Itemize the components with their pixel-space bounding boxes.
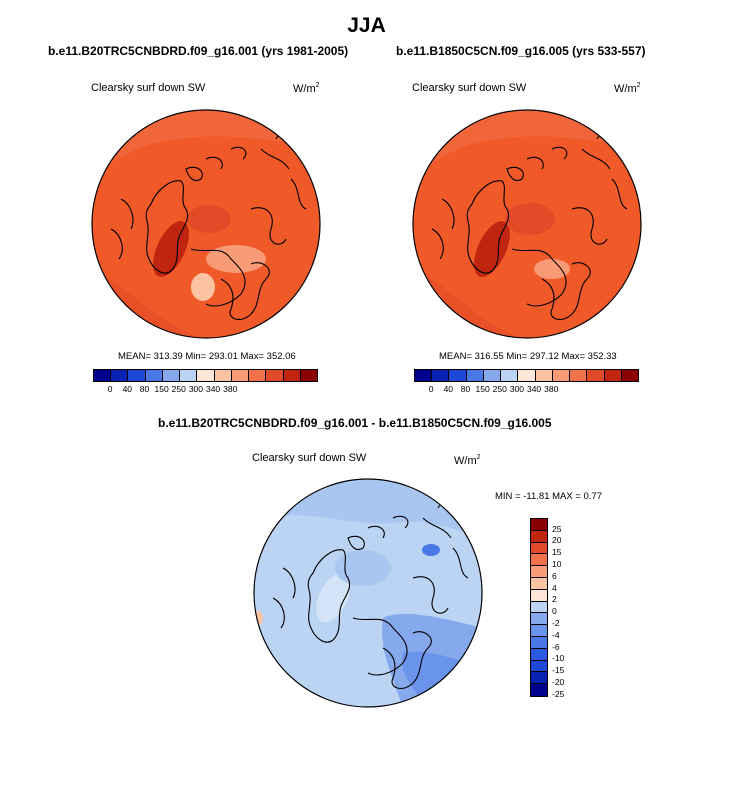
colorbar-swatch (531, 636, 547, 649)
colorbar-tick-label: 80 (460, 384, 471, 394)
colorbar-tick-label: 0 (428, 384, 434, 394)
colorbar-tick-label: 300 (509, 384, 525, 394)
colorbar-swatch (604, 370, 622, 381)
panel2-variable-name: Clearsky surf down SW (412, 82, 527, 94)
colorbar-swatch (180, 370, 198, 381)
panel1-subtitle: b.e11.B20TRC5CNBDRD.f09_g16.001 (yrs 198… (48, 44, 349, 58)
diff-variable-name: Clearsky surf down SW (252, 452, 367, 464)
colorbar-swatch (518, 370, 536, 381)
colorbar-swatch (501, 370, 519, 381)
colorbar-swatch (145, 370, 163, 381)
colorbar-tick-label: 40 (122, 384, 133, 394)
colorbar-swatch (531, 625, 547, 637)
colorbar-swatch (531, 577, 547, 590)
colorbar-swatch (531, 519, 547, 531)
panel1-variable-name: Clearsky surf down SW (91, 82, 206, 94)
diff-stats: MIN = -11.81 MAX = 0.77 (495, 491, 603, 502)
panel1-polar-map (91, 109, 321, 339)
colorbar-swatch (214, 370, 232, 381)
panel1-stats: MEAN= 313.39 Min= 293.01 Max= 352.06 (118, 351, 296, 362)
colorbar-swatch (531, 601, 547, 614)
colorbar-tick-label: 0 (552, 606, 557, 617)
diff-units: W/m2 (454, 454, 481, 467)
colorbar-tick-label: 20 (552, 535, 562, 546)
panel1-colorbar-labels: 0 40 80 150 250 300 340 380 (93, 384, 316, 396)
colorbar-tick-label: 150 (475, 384, 490, 394)
colorbar-swatch (570, 370, 588, 381)
colorbar-swatch (531, 684, 547, 696)
diff-colorbar (530, 518, 548, 697)
colorbar-tick-label: 4 (552, 582, 557, 593)
colorbar-swatch (449, 370, 467, 381)
diff-polar-map (253, 478, 483, 708)
panel1-field-patch (206, 245, 266, 273)
panel1-units: W/m2 (293, 82, 320, 95)
diff-field-min (422, 544, 440, 556)
page-title: JJA (347, 14, 386, 37)
colorbar-tick-label: -15 (552, 665, 565, 676)
colorbar-swatch (587, 370, 605, 381)
colorbar-tick-label: 2 (552, 594, 557, 605)
colorbar-swatch (621, 370, 639, 381)
colorbar-tick-label: -10 (552, 653, 565, 664)
colorbar-swatch (162, 370, 181, 381)
colorbar-swatch (531, 530, 547, 543)
colorbar-swatch (300, 370, 318, 381)
panel2-field-patch (534, 259, 570, 279)
colorbar-swatch (531, 613, 547, 626)
colorbar-tick-label: 380 (544, 384, 559, 394)
panel2-colorbar-labels: 0 40 80 150 250 300 340 380 (414, 384, 637, 396)
colorbar-tick-label: 340 (526, 384, 542, 394)
colorbar-swatch (432, 370, 450, 381)
colorbar-swatch (111, 370, 129, 381)
colorbar-tick-label: 250 (171, 384, 186, 394)
colorbar-tick-label: 0 (107, 384, 113, 394)
panel2-subtitle: b.e11.B1850C5CN.f09_g16.005 (yrs 533-557… (396, 44, 646, 58)
colorbar-swatch (231, 370, 250, 381)
colorbar-swatch (535, 370, 553, 381)
colorbar-swatch (531, 589, 547, 602)
colorbar-tick-label: -25 (552, 688, 565, 699)
panel1-colorbar (93, 369, 318, 382)
colorbar-swatch (283, 370, 301, 381)
colorbar-swatch (94, 370, 112, 381)
colorbar-tick-label: 150 (154, 384, 169, 394)
colorbar-tick-label: 380 (223, 384, 238, 394)
diff-colorbar-labels: 25 20 15 10 6 4 2 0 -2 -4 -6 -10 -15 -20 -25 (552, 518, 582, 699)
colorbar-swatch (415, 370, 433, 381)
colorbar-tick-label: 40 (443, 384, 454, 394)
colorbar-swatch (266, 370, 284, 381)
colorbar-swatch (483, 370, 502, 381)
colorbar-swatch (531, 660, 547, 673)
panel2-polar-map (412, 109, 642, 339)
colorbar-tick-label: -6 (552, 641, 560, 652)
colorbar-swatch (531, 566, 547, 578)
colorbar-tick-label: 300 (188, 384, 204, 394)
colorbar-tick-label: 250 (492, 384, 507, 394)
colorbar-swatch (531, 542, 547, 555)
colorbar-swatch (552, 370, 571, 381)
colorbar-tick-label: 340 (205, 384, 221, 394)
panel2-coastlines (431, 123, 628, 320)
colorbar-swatch (466, 370, 484, 381)
panel2-units: W/m2 (614, 82, 641, 95)
colorbar-tick-label: 10 (552, 559, 562, 570)
colorbar-swatch (128, 370, 146, 381)
colorbar-tick-label: 6 (552, 570, 557, 581)
colorbar-tick-label: -4 (552, 629, 560, 640)
panel2-stats: MEAN= 316.55 Min= 297.12 Max= 352.33 (439, 351, 617, 362)
colorbar-swatch (531, 672, 547, 685)
colorbar-swatch (531, 554, 547, 567)
diff-subtitle: b.e11.B20TRC5CNBDRD.f09_g16.001 - b.e11.… (158, 416, 552, 430)
colorbar-tick-label: -20 (552, 677, 565, 688)
colorbar-tick-label: 15 (552, 547, 562, 558)
colorbar-tick-label: -2 (552, 618, 560, 629)
panel2-colorbar (414, 369, 639, 382)
colorbar-swatch (249, 370, 267, 381)
panel1-coastlines (110, 123, 307, 320)
colorbar-swatch (197, 370, 215, 381)
colorbar-swatch (531, 648, 547, 661)
colorbar-tick-label: 80 (139, 384, 150, 394)
colorbar-tick-label: 25 (552, 523, 562, 534)
